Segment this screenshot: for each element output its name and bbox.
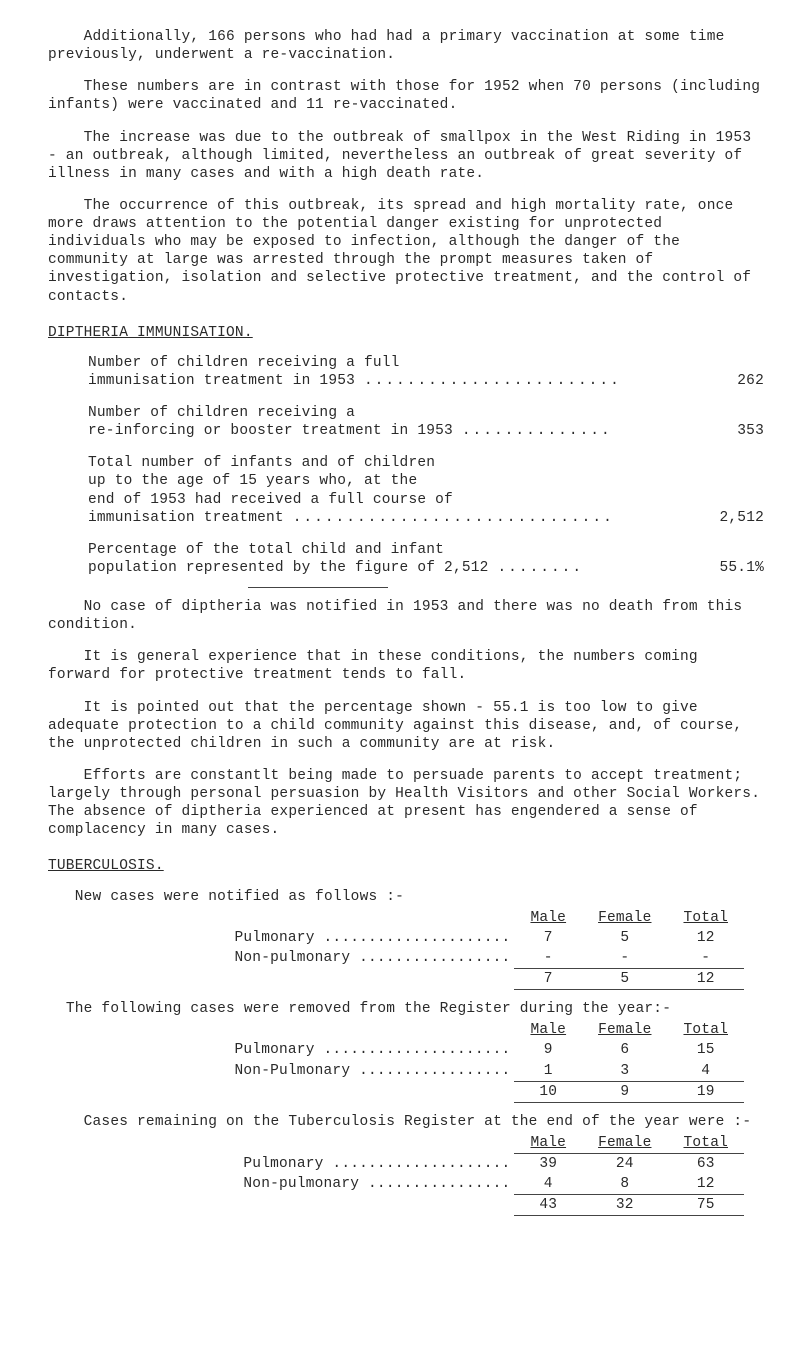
cell: 4	[667, 1061, 744, 1082]
list-item: Total number of infants and of children …	[88, 454, 764, 527]
value: 55.1%	[713, 559, 764, 577]
line: immunisation treatment in 1953	[88, 372, 364, 390]
leader-dots: ........	[497, 559, 713, 577]
paragraph: It is general experience that in these c…	[48, 648, 764, 684]
paragraph: Efforts are constantlt being made to per…	[48, 767, 764, 840]
row-label: Non-pulmonary ................	[227, 1174, 514, 1195]
section-heading-diphtheria: DIPTHERIA IMMUNISATION.	[48, 324, 764, 342]
value: 2,512	[713, 509, 764, 527]
table-intro: The following cases were removed from th…	[48, 1000, 764, 1018]
tb-table-removed: Male Female Total Pulmonary ............…	[48, 1020, 764, 1103]
cell: 8	[582, 1174, 667, 1195]
list-item: Percentage of the total child and infant…	[88, 541, 764, 577]
cell: 12	[667, 1174, 744, 1195]
paragraph: No case of diptheria was notified in 195…	[48, 598, 764, 634]
value: 262	[731, 372, 764, 390]
paragraph: It is pointed out that the percentage sh…	[48, 699, 764, 753]
table-row: Non-pulmonary ................. - - -	[219, 948, 745, 969]
line: end of 1953 had received a full course o…	[88, 491, 764, 509]
line: immunisation treatment	[88, 509, 293, 527]
cell: 7	[514, 928, 582, 948]
row-label: Non-Pulmonary .................	[219, 1061, 515, 1082]
cell: 10	[514, 1081, 582, 1102]
table-intro: New cases were notified as follows :-	[48, 888, 764, 906]
tb-table-remaining: Male Female Total Pulmonary ............…	[48, 1133, 764, 1217]
row-label: Pulmonary ....................	[227, 1154, 514, 1175]
line: Total number of infants and of children	[88, 454, 764, 472]
table-total-row: 43 32 75	[227, 1195, 744, 1216]
cell: 24	[582, 1154, 667, 1175]
line: population represented by the figure of …	[88, 559, 497, 577]
paragraph: These numbers are in contrast with those…	[48, 78, 764, 114]
cell: 9	[514, 1040, 582, 1060]
table-row: Non-Pulmonary ................. 1 3 4	[219, 1061, 745, 1082]
cell: 19	[667, 1081, 744, 1102]
cell: 12	[667, 969, 744, 990]
cell: 3	[582, 1061, 667, 1082]
cell: 1	[514, 1061, 582, 1082]
cell: -	[667, 948, 744, 969]
cell: 63	[667, 1154, 744, 1175]
col-header: Female	[598, 1022, 651, 1038]
table-row: Pulmonary ..................... 7 5 12	[219, 928, 745, 948]
cell: 12	[667, 928, 744, 948]
cell: 4	[514, 1174, 582, 1195]
table-row: Non-pulmonary ................ 4 8 12	[227, 1174, 744, 1195]
paragraph: Additionally, 166 persons who had had a …	[48, 28, 764, 64]
table-total-row: 7 5 12	[219, 969, 745, 990]
section-heading-tuberculosis: TUBERCULOSIS.	[48, 857, 764, 875]
cell: 7	[514, 969, 582, 990]
col-header: Total	[683, 910, 728, 926]
leader-dots: ..............	[462, 422, 731, 440]
cell: 39	[514, 1154, 582, 1175]
cell: -	[514, 948, 582, 969]
cell: 15	[667, 1040, 744, 1060]
leader-dots: ........................	[364, 372, 731, 390]
list-item: Number of children receiving a re-inforc…	[88, 404, 764, 440]
cell: 32	[582, 1195, 667, 1216]
paragraph: The increase was due to the outbreak of …	[48, 129, 764, 183]
line: re-inforcing or booster treatment in 195…	[88, 422, 462, 440]
cell: 6	[582, 1040, 667, 1060]
line: Number of children receiving a	[88, 404, 764, 422]
value: 353	[731, 422, 764, 440]
table-intro: Cases remaining on the Tuberculosis Regi…	[48, 1113, 764, 1131]
cell: 9	[582, 1081, 667, 1102]
col-header: Male	[530, 1022, 566, 1038]
diphtheria-list: Number of children receiving a full immu…	[88, 354, 764, 577]
col-header: Total	[683, 1022, 728, 1038]
table-total-row: 10 9 19	[219, 1081, 745, 1102]
cell: -	[582, 948, 667, 969]
cell: 75	[667, 1195, 744, 1216]
leader-dots: ..............................	[293, 509, 714, 527]
cell: 5	[582, 969, 667, 990]
list-item: Number of children receiving a full immu…	[88, 354, 764, 390]
col-header: Female	[598, 910, 651, 926]
cell: 5	[582, 928, 667, 948]
paragraph: The occurrence of this outbreak, its spr…	[48, 197, 764, 306]
line: Percentage of the total child and infant	[88, 541, 764, 559]
col-header: Male	[530, 1135, 566, 1151]
tb-table-new-cases: Male Female Total Pulmonary ............…	[48, 908, 764, 991]
separator	[248, 587, 388, 588]
row-label: Pulmonary .....................	[219, 1040, 515, 1060]
table-row: Pulmonary ..................... 9 6 15	[219, 1040, 745, 1060]
row-label: Pulmonary .....................	[219, 928, 515, 948]
line: up to the age of 15 years who, at the	[88, 472, 764, 490]
table-row: Pulmonary .................... 39 24 63	[227, 1154, 744, 1175]
row-label: Non-pulmonary .................	[219, 948, 515, 969]
col-header: Male	[530, 910, 566, 926]
col-header: Total	[683, 1135, 728, 1151]
col-header: Female	[598, 1135, 651, 1151]
cell: 43	[514, 1195, 582, 1216]
line: Number of children receiving a full	[88, 354, 764, 372]
